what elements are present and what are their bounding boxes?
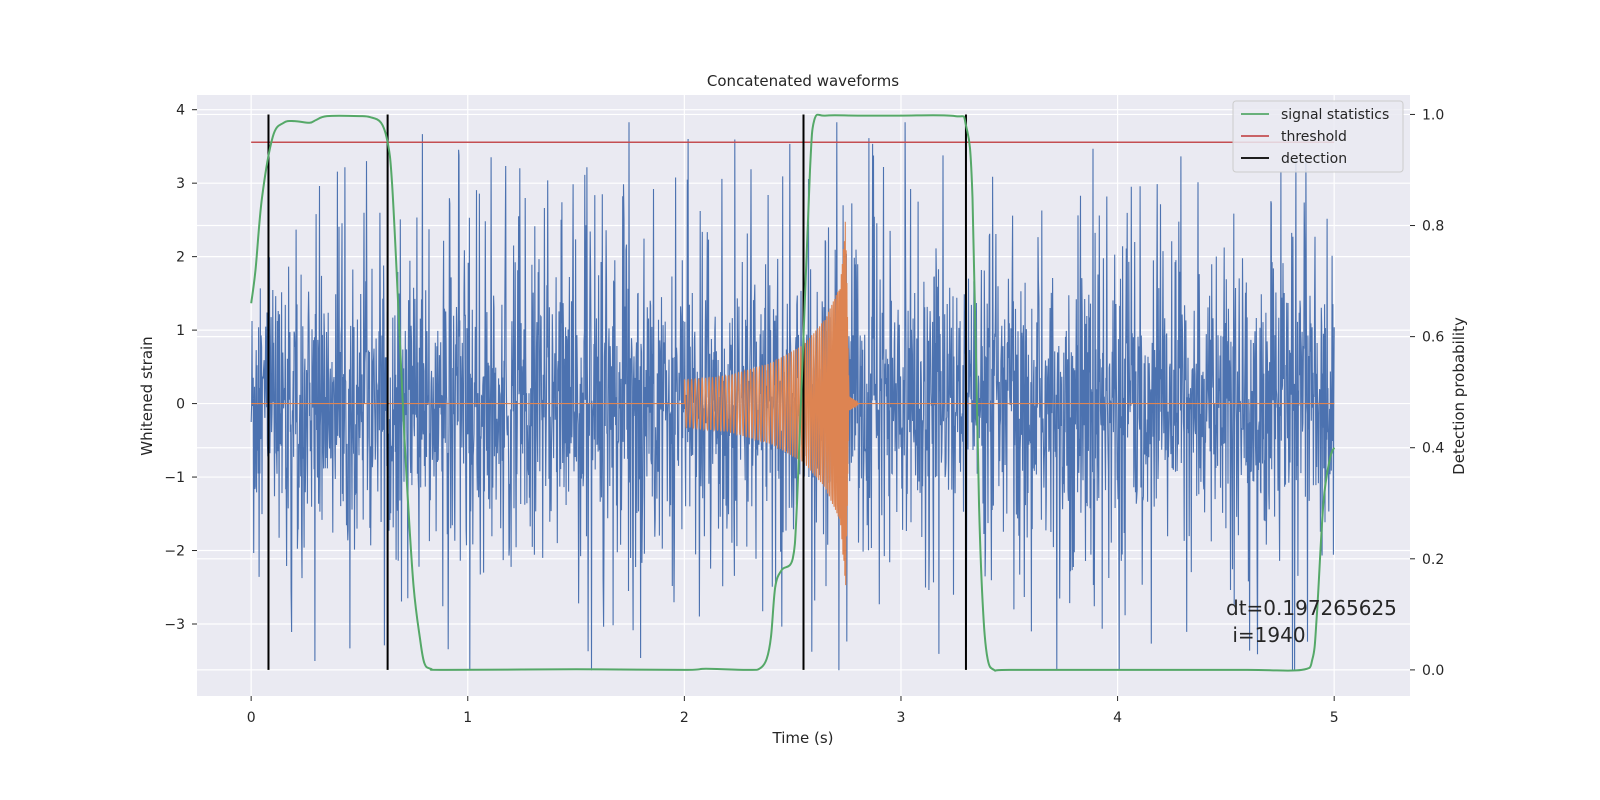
annotation-text: dt=0.197265625 i=1940 bbox=[1226, 596, 1397, 647]
y2-tick-label: 0.0 bbox=[1422, 663, 1444, 679]
x-tick-label: 1 bbox=[463, 710, 472, 726]
y-tick-label: −2 bbox=[164, 544, 185, 560]
y2-tick-label: 1.0 bbox=[1422, 107, 1444, 123]
y2-tick-label: 0.4 bbox=[1422, 441, 1444, 457]
x-tick-label: 0 bbox=[247, 710, 256, 726]
legend-item-threshold-label: threshold bbox=[1281, 129, 1347, 145]
injected-waveform-series bbox=[251, 221, 1335, 586]
y2-tick-label: 0.8 bbox=[1422, 219, 1444, 235]
x-tick-label: 5 bbox=[1330, 710, 1339, 726]
legend-item-signal-statistics-label: signal statistics bbox=[1281, 107, 1389, 123]
annotation-line: dt=0.197265625 bbox=[1226, 596, 1397, 620]
chart-title: Concatenated waveforms bbox=[707, 72, 899, 90]
y2-tick-label: 0.6 bbox=[1422, 330, 1444, 346]
y2-axis-title: Detection probability bbox=[1450, 317, 1468, 475]
y2-tick-label: 0.2 bbox=[1422, 552, 1444, 568]
x-tick-label: 3 bbox=[897, 710, 906, 726]
legend-box bbox=[1232, 100, 1404, 173]
y-axis-right: 0.0 0.2 0.4 0.6 0.8 1.0 bbox=[1410, 107, 1444, 679]
detection-lines bbox=[267, 114, 967, 670]
x-axis-title: Time (s) bbox=[772, 729, 834, 747]
y-tick-label: 1 bbox=[176, 323, 185, 339]
x-tick-label: 2 bbox=[680, 710, 689, 726]
y-tick-label: −3 bbox=[164, 617, 185, 633]
y-axis-left: −3 −2 −1 0 1 2 3 4 bbox=[164, 103, 197, 633]
legend-item-detection-label: detection bbox=[1281, 151, 1347, 167]
y-tick-label: 3 bbox=[176, 176, 185, 192]
signal-statistics-line bbox=[250, 113, 1336, 672]
y-tick-label: 4 bbox=[176, 103, 185, 119]
plot-area bbox=[250, 113, 1336, 672]
x-tick-label: 4 bbox=[1113, 710, 1122, 726]
y-tick-label: −1 bbox=[164, 470, 185, 486]
y-tick-label: 0 bbox=[176, 397, 185, 413]
y-axis-title: Whitened strain bbox=[138, 336, 156, 455]
legend: signal statistics threshold detection bbox=[1232, 100, 1404, 173]
y-tick-label: 2 bbox=[176, 250, 185, 266]
x-axis: 0 1 2 3 4 5 bbox=[247, 696, 1339, 726]
annotation-line: i=1940 bbox=[1226, 623, 1306, 647]
whitened-strain-series bbox=[250, 122, 1335, 671]
